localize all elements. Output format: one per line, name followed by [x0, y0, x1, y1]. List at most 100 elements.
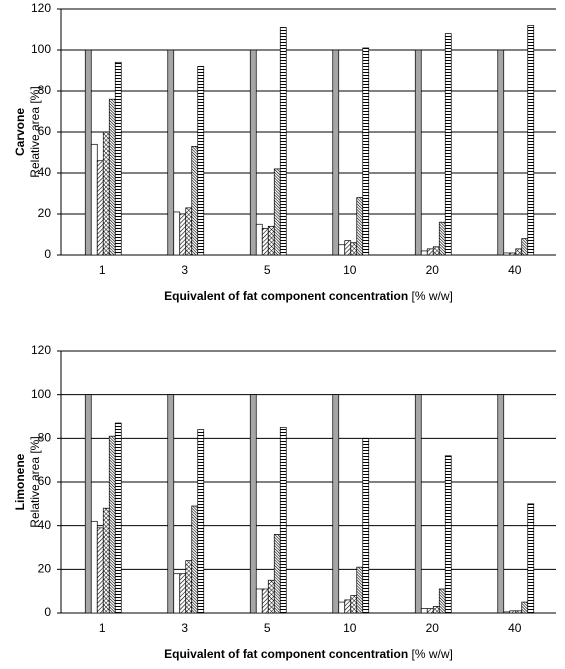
bar	[84, 49, 92, 256]
x-axis-unit: [% w/w]	[412, 647, 453, 661]
bar	[527, 503, 535, 614]
y-axis-label: Relative area [%]	[28, 436, 42, 527]
bar	[338, 601, 346, 614]
bar	[279, 27, 287, 256]
x-tick-label: 10	[343, 621, 357, 635]
bar	[503, 252, 511, 256]
bar	[261, 588, 269, 614]
bar	[438, 221, 446, 256]
bar	[84, 394, 92, 614]
x-tick-label: 1	[99, 621, 106, 635]
x-axis-unit: [% w/w]	[412, 289, 453, 303]
bar	[362, 47, 370, 256]
bar	[420, 608, 428, 614]
bar	[197, 66, 205, 256]
bar	[338, 244, 346, 256]
bar	[102, 131, 110, 256]
y-tick-label: 80	[38, 83, 52, 97]
bar	[114, 422, 122, 614]
x-axis-title: Equivalent of fat component concentratio…	[164, 647, 408, 661]
bar	[179, 213, 187, 256]
x-tick-label: 1	[99, 263, 106, 277]
x-axis-label: Equivalent of fat component concentratio…	[164, 647, 453, 661]
y-tick-label: 40	[38, 518, 52, 532]
bar	[273, 168, 281, 256]
x-tick-label: 3	[181, 263, 188, 277]
bar	[185, 560, 193, 614]
y-tick-label: 120	[31, 343, 51, 357]
bar	[173, 573, 181, 614]
x-tick-label: 40	[508, 621, 522, 635]
y-tick-label: 20	[38, 206, 52, 220]
y-tick-label: 60	[38, 474, 52, 488]
bar	[362, 437, 370, 614]
y-axis-title: Limonene	[13, 453, 27, 510]
bar	[350, 595, 358, 614]
bar	[179, 573, 187, 614]
bar	[344, 240, 352, 256]
bar	[414, 394, 422, 614]
y-tick-label: 120	[31, 1, 51, 15]
y-tick-label: 0	[44, 247, 51, 261]
y-tick-label: 0	[44, 605, 51, 619]
bar	[515, 610, 523, 614]
bar	[426, 248, 434, 256]
y-axis-label: Relative area [%]	[28, 86, 42, 177]
x-axis-label: Equivalent of fat component concentratio…	[164, 289, 453, 303]
bar	[249, 49, 257, 256]
bar	[332, 394, 340, 614]
bar	[167, 49, 175, 256]
bar	[497, 394, 505, 614]
bar	[438, 588, 446, 614]
bar	[279, 427, 287, 614]
x-tick-label: 20	[426, 621, 440, 635]
bar	[173, 211, 181, 256]
bar	[96, 160, 104, 256]
bar	[509, 610, 517, 614]
bar	[521, 238, 529, 256]
x-tick-label: 10	[343, 263, 357, 277]
y-axis-title: Carvone	[13, 108, 27, 156]
bar	[503, 611, 511, 614]
bar	[191, 146, 199, 256]
bar	[167, 394, 175, 614]
bar	[356, 566, 364, 614]
bar	[350, 242, 358, 256]
bar	[426, 608, 434, 614]
x-tick-label: 20	[426, 263, 440, 277]
bar	[444, 455, 452, 614]
x-tick-label: 3	[181, 621, 188, 635]
bar	[497, 49, 505, 256]
bar	[432, 246, 440, 256]
bar	[108, 98, 116, 256]
bar	[96, 527, 104, 614]
bar	[267, 225, 275, 256]
x-tick-label: 5	[264, 263, 271, 277]
bar	[332, 49, 340, 256]
bar	[114, 61, 122, 256]
bar	[191, 505, 199, 614]
y-tick-label: 60	[38, 124, 52, 138]
bar	[521, 601, 529, 614]
bar	[527, 25, 535, 256]
bar	[90, 143, 98, 256]
bar	[420, 250, 428, 256]
x-axis-title: Equivalent of fat component concentratio…	[164, 289, 408, 303]
y-tick-label: 40	[38, 165, 52, 179]
bar	[90, 520, 98, 614]
bar	[255, 223, 263, 256]
bar	[261, 228, 269, 256]
bar	[432, 606, 440, 614]
y-tick-label: 20	[38, 562, 52, 576]
bar	[249, 394, 257, 614]
x-tick-label: 5	[264, 621, 271, 635]
bar	[509, 252, 517, 256]
bar	[444, 33, 452, 256]
bar	[108, 435, 116, 614]
y-tick-label: 80	[38, 431, 52, 445]
bar	[185, 207, 193, 256]
y-tick-label: 100	[31, 42, 51, 56]
bar	[197, 429, 205, 614]
